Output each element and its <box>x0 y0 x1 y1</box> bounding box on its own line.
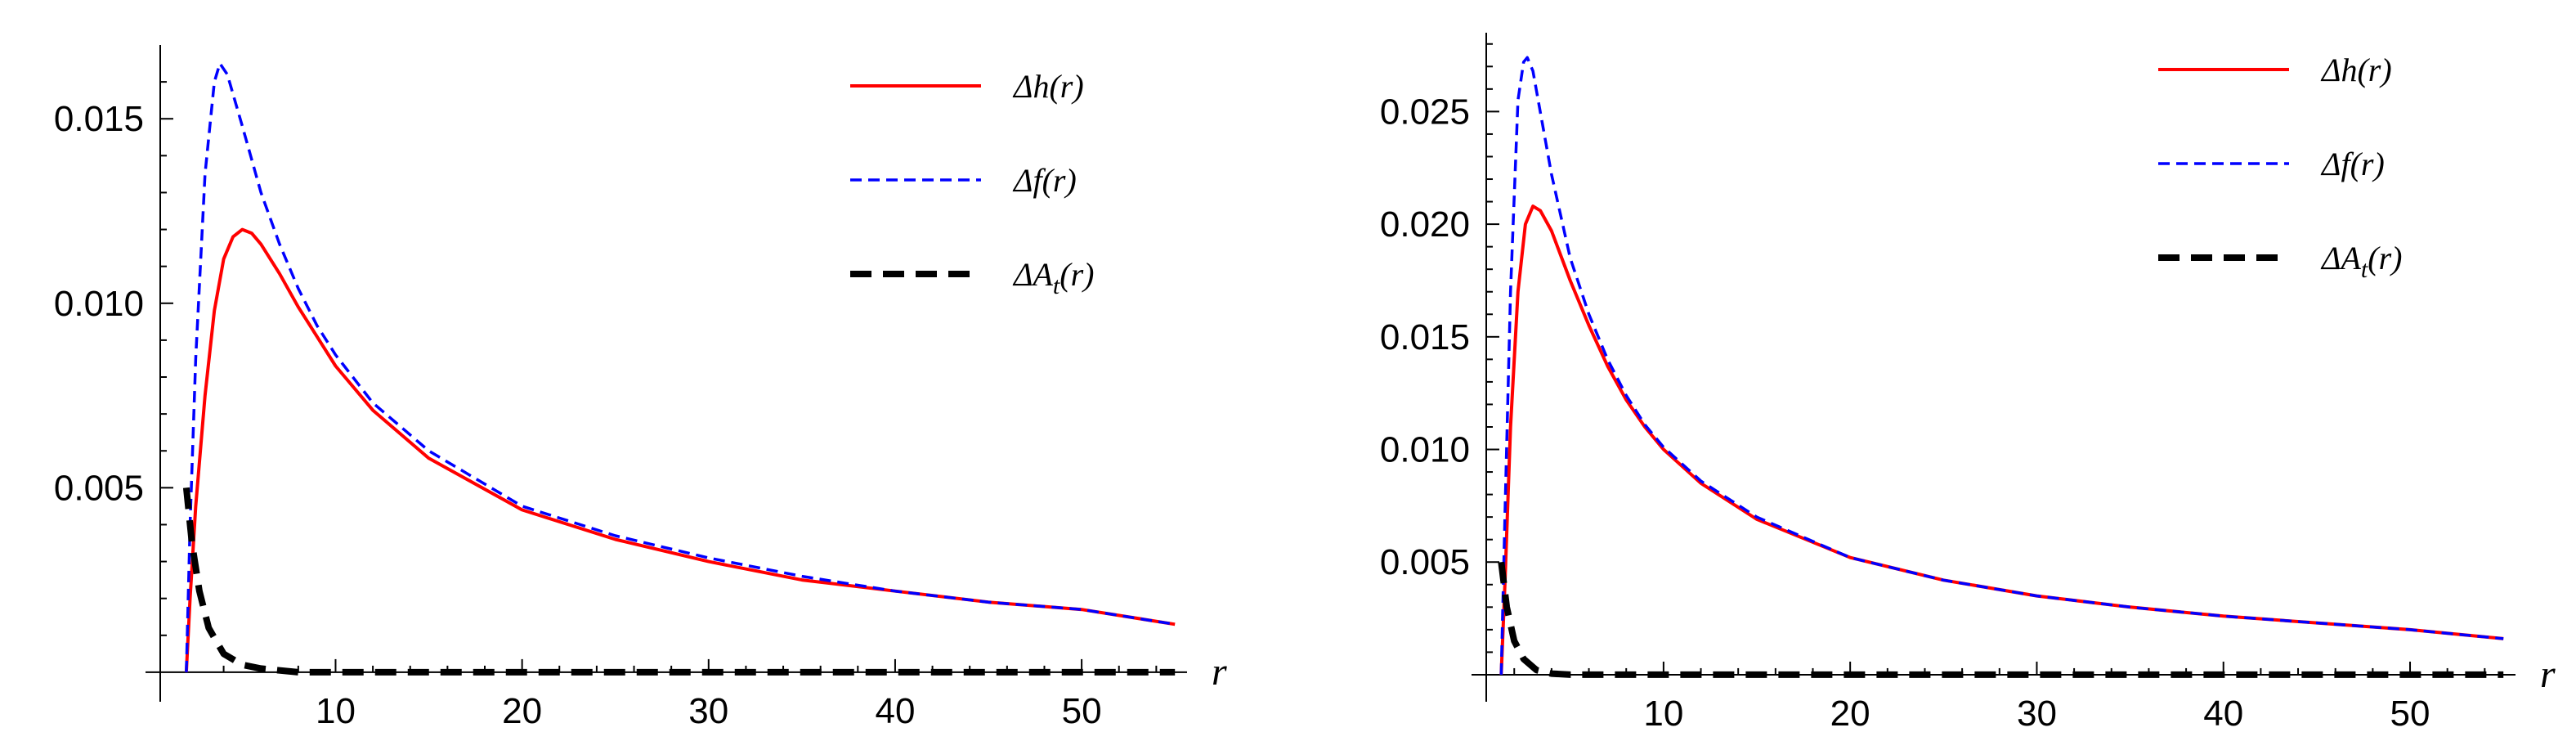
x-tick-label: 20 <box>1830 694 1870 734</box>
x-tick-label: 40 <box>875 691 915 731</box>
series-line-2 <box>1498 561 2504 678</box>
series-line-2 <box>182 487 1176 676</box>
y-tick-label: 0.010 <box>54 284 144 324</box>
y-tick-label: 0.005 <box>54 468 144 508</box>
y-tick-label: 0.005 <box>1380 542 1470 582</box>
x-tick-label: 50 <box>2390 694 2430 734</box>
x-axis-label: r <box>2540 653 2556 696</box>
legend-label-0: Δh(r) <box>2320 52 2392 88</box>
x-tick-label: 50 <box>1062 691 1102 731</box>
x-tick-label: 10 <box>316 691 356 731</box>
legend-label-0: Δh(r) <box>1012 68 1084 105</box>
x-tick-label: 30 <box>688 691 728 731</box>
right-chart: 10 20 30 40 50 0.005 0.010 0.015 0.020 0.025 r Δh(r… <box>1380 33 2556 734</box>
series-line-1 <box>1499 56 2504 675</box>
y-tick-label: 0.015 <box>1380 317 1470 357</box>
y-tick-label: 0.015 <box>54 99 144 139</box>
y-tick-label: 0.025 <box>1380 92 1470 132</box>
x-axis-label: r <box>1212 650 1227 694</box>
legend-label-2: ΔAt(r) <box>2320 240 2402 283</box>
y-tick-label: 0.010 <box>1380 430 1470 470</box>
x-tick-label: 20 <box>502 691 542 731</box>
x-tick-label: 30 <box>2017 694 2057 734</box>
x-tick-label: 40 <box>2203 694 2243 734</box>
x-tick-label: 10 <box>1643 694 1683 734</box>
series-line-1 <box>185 61 1176 672</box>
legend-label-1: Δf(r) <box>2320 146 2385 182</box>
legend-label-2: ΔAt(r) <box>1012 256 1094 299</box>
legend-label-1: Δf(r) <box>1012 162 1077 199</box>
left-chart: 10 20 30 40 50 0.005 0.010 0.015 r Δh(r) Δf(r) ΔAt(… <box>54 45 1227 731</box>
series-line-0 <box>184 227 1176 673</box>
series-line-0 <box>1499 204 2504 675</box>
y-tick-label: 0.020 <box>1380 204 1470 245</box>
